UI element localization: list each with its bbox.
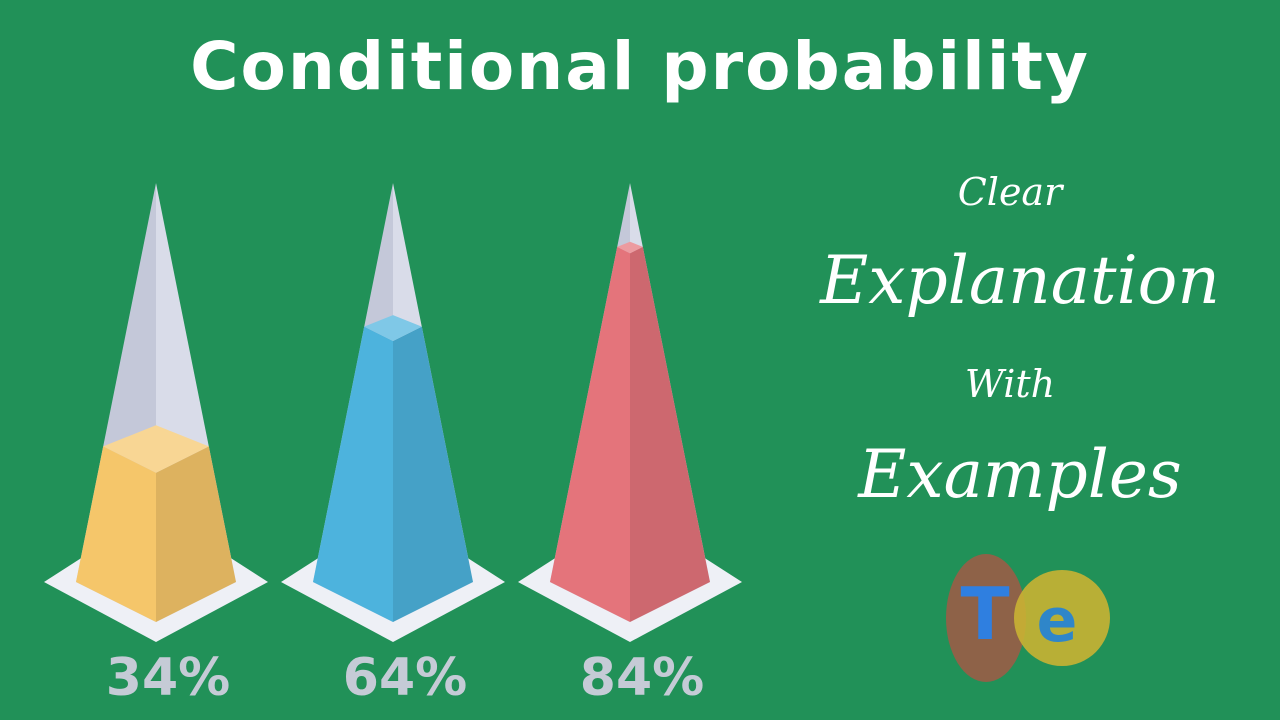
pyramid-fill-right-2: [393, 326, 473, 622]
pyramid-fill-top-2: [364, 315, 422, 342]
pyramid-fill-left-2: [313, 326, 393, 622]
pyramid-fill-left-3: [550, 246, 630, 622]
pyramid-fill-right-1: [156, 446, 236, 622]
tagline-with: With: [964, 362, 1056, 406]
pyramid-fill-top-3: [617, 241, 643, 254]
pyramid-graphics: [44, 183, 742, 642]
logo-letter-e: e: [1036, 586, 1078, 656]
page-title: Conditional probability: [190, 28, 1090, 105]
logo-letter-t: T: [960, 572, 1010, 656]
tagline-clear: Clear: [957, 170, 1063, 214]
pyramid-fill-right-3: [630, 246, 710, 622]
tagline-explanation: Explanation: [820, 242, 1220, 319]
pyramid-fill-top-1: [103, 425, 209, 473]
pyramid-label-2: 64%: [342, 648, 468, 708]
pyramid-label-1: 34%: [105, 648, 231, 708]
pyramid-label-3: 84%: [579, 648, 705, 708]
logo-icon: [946, 554, 1110, 682]
tagline-examples: Examples: [858, 436, 1182, 513]
pyramid-fill-left-1: [76, 446, 156, 622]
